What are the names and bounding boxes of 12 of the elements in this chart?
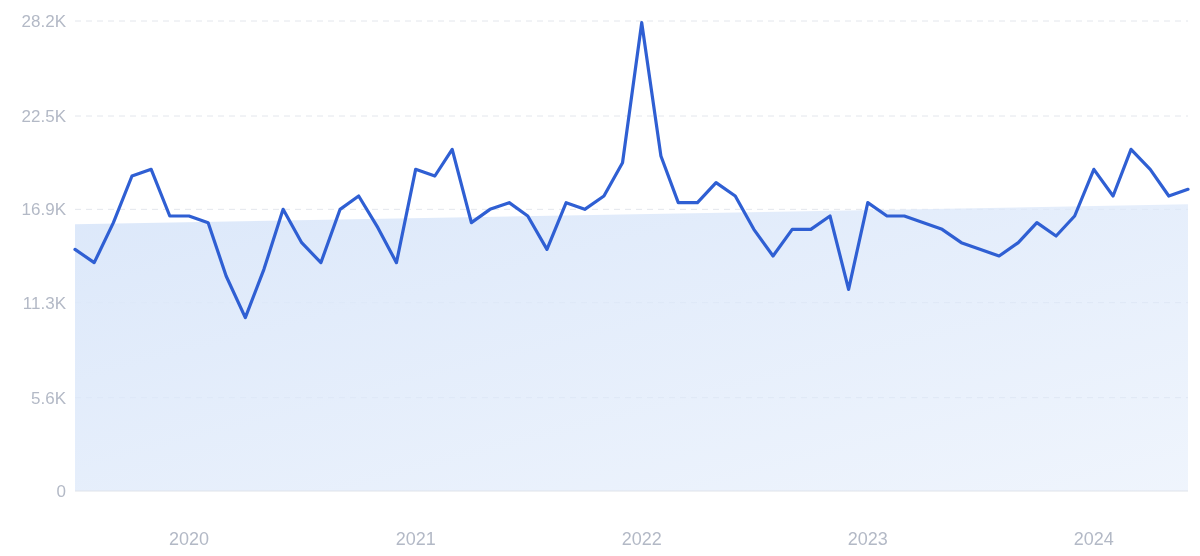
x-tick-label: 2024 [1073, 529, 1114, 549]
x-tick-label: 2020 [168, 529, 209, 549]
x-tick-label: 2022 [621, 529, 662, 549]
y-tick-label: 5.6K [31, 388, 67, 408]
x-tick-label: 2023 [847, 529, 888, 549]
x-tick-label: 2021 [395, 529, 436, 549]
y-tick-label: 28.2K [21, 12, 67, 31]
line-series [73, 21, 1190, 320]
y-tick-label: 0 [56, 482, 66, 501]
y-tick-label: 11.3K [22, 293, 67, 313]
y-tick-label: 16.9K [21, 200, 67, 220]
y-tick-label: 22.5K [21, 107, 67, 126]
